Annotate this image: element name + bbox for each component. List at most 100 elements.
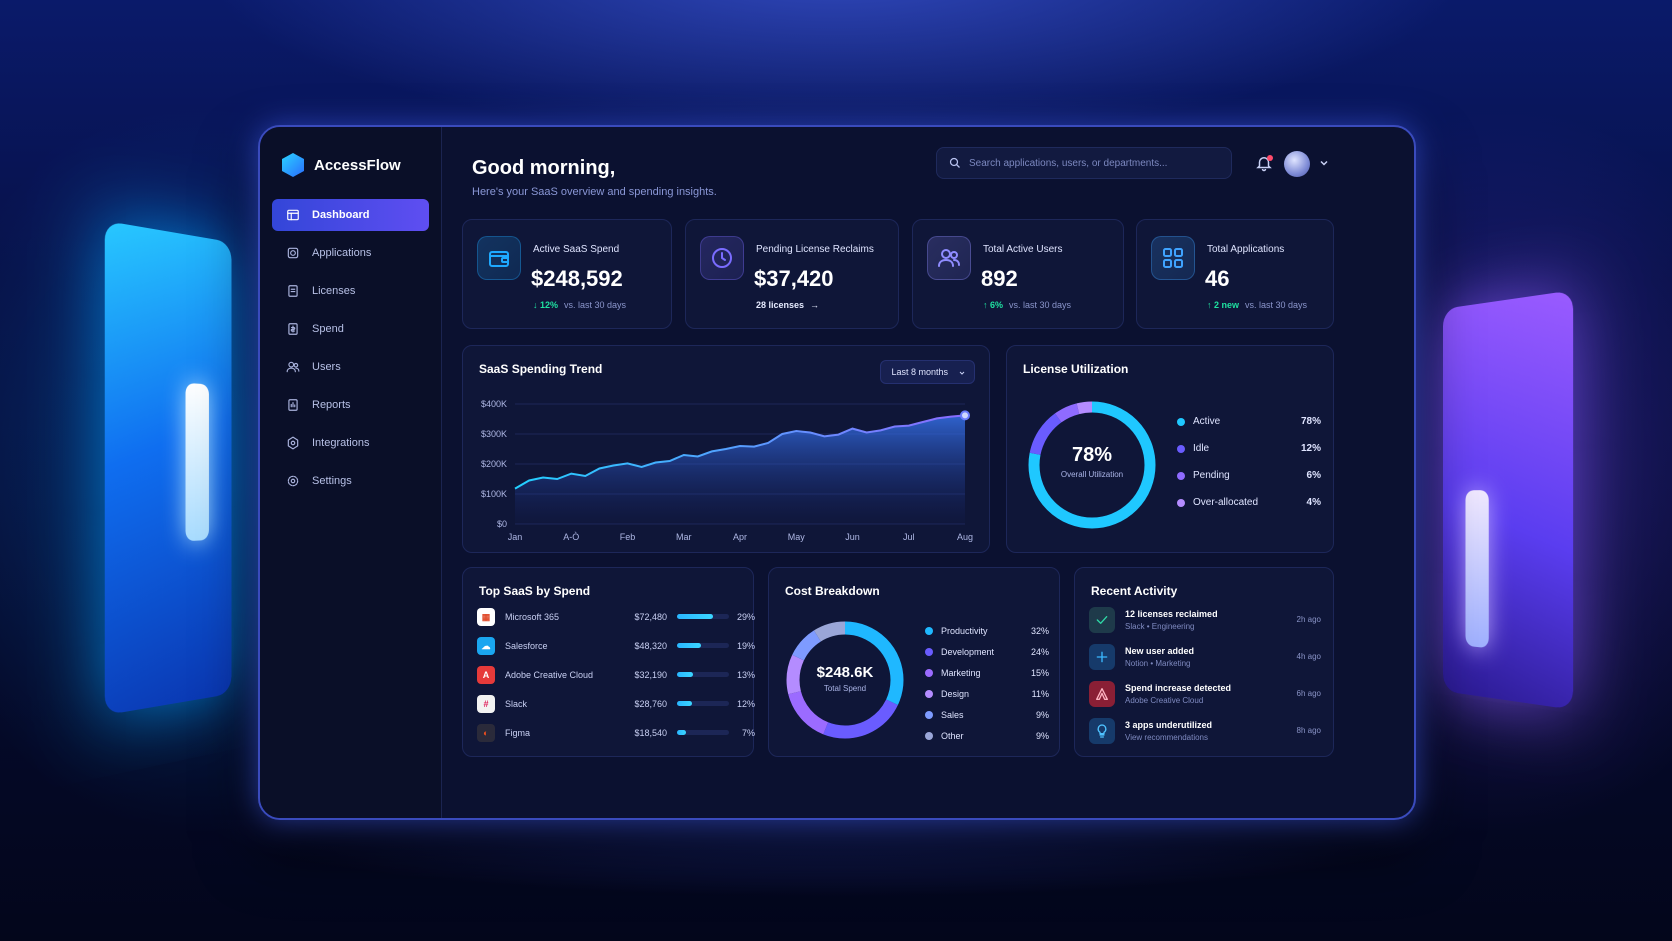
sidebar-item-dashboard[interactable]: Dashboard — [272, 199, 429, 231]
table-row[interactable]: ◐ Figma $18,540 7% — [477, 722, 755, 744]
app-amount: $28,760 — [634, 699, 667, 709]
trend-point — [753, 445, 756, 448]
reports-icon — [288, 399, 298, 411]
sidebar-item-label: Applications — [312, 247, 372, 259]
range-label: Last 8 months — [891, 367, 948, 377]
bell-icon — [1256, 157, 1272, 172]
kpi-card[interactable]: Total Applications 46 ↑ 2 new vs. last 30 d… — [1136, 219, 1334, 329]
activity-title: 12 licenses reclaimed — [1125, 609, 1218, 619]
legend-pct: 6% — [1306, 470, 1321, 481]
spend-bar-fill — [677, 672, 694, 677]
spend-bar-fill — [677, 701, 693, 706]
search-icon — [949, 157, 960, 168]
activity-item[interactable]: 12 licenses reclaimed Slack • Engineering… — [1089, 606, 1321, 636]
kpi-label: Active SaaS Spend — [533, 244, 620, 255]
logo-icon — [282, 153, 304, 177]
activity-time: 6h ago — [1296, 689, 1321, 698]
chevron-down-icon[interactable] — [1318, 157, 1330, 169]
trend-point — [809, 431, 812, 434]
sidebar-item-reports[interactable]: Reports — [272, 389, 429, 421]
licenses-icon — [288, 285, 298, 297]
trend-point — [724, 448, 727, 451]
sidebar-item-spend[interactable]: Spend — [272, 313, 429, 345]
kpi-subtext: 28 licenses → — [756, 300, 819, 310]
trend-point — [668, 460, 671, 463]
legend-pct: 78% — [1300, 416, 1321, 427]
app-logo[interactable]: AccessFlow — [272, 153, 429, 177]
trend-endpoint[interactable] — [960, 410, 970, 421]
kpi-note: vs. last 30 days — [1245, 300, 1308, 310]
app-name: Salesforce — [505, 641, 548, 651]
cost-title: Cost Breakdown — [785, 584, 880, 598]
sidebar-item-integrations[interactable]: Integrations — [272, 427, 429, 459]
trend-point — [584, 475, 587, 478]
range-dropdown[interactable]: Last 8 months — [880, 360, 975, 384]
sidebar-item-applications[interactable]: Applications — [272, 237, 429, 269]
legend-label: Marketing — [941, 668, 981, 678]
sidebar-item-users[interactable]: Users — [272, 351, 429, 383]
trend-point — [612, 464, 615, 467]
legend-label: Idle — [1193, 443, 1210, 454]
x-tick-label: Jan — [508, 532, 523, 542]
trend-point — [739, 445, 742, 448]
arrow-up-icon: ↑ — [1207, 300, 1215, 310]
utilization-segment[interactable] — [1028, 401, 1156, 529]
trend-chart: $0 $100K $200K $300K $400K Jan A-Ò Feb Mar Apr May… — [481, 399, 973, 542]
cost-segment[interactable] — [786, 621, 904, 739]
app-amount: $72,480 — [634, 612, 667, 622]
trend-point — [879, 429, 882, 432]
x-tick-label: Aug — [957, 532, 973, 542]
spend-bar — [677, 614, 729, 619]
activity-item[interactable]: New user added Notion • Marketing 4h ago — [1089, 643, 1321, 673]
sidebar-item-label: Dashboard — [312, 209, 370, 221]
activity-title: New user added — [1125, 646, 1195, 656]
x-tick-label: Apr — [733, 532, 747, 542]
arrow-down-icon: ↓ — [533, 300, 541, 310]
kpi-card[interactable]: Total Active Users 892 ↑ 6% vs. last 30 day… — [912, 219, 1124, 329]
app-amount: $18,540 — [634, 728, 667, 738]
floor-glow — [0, 820, 1672, 941]
cost-legend-item: Productivity 32% — [925, 626, 1049, 636]
table-row[interactable]: ▦ Microsoft 365 $72,480 29% — [477, 606, 755, 628]
cost-segment[interactable] — [786, 621, 904, 739]
trend-point — [710, 450, 713, 453]
cost-legend-item: Other 9% — [925, 731, 1049, 741]
activity-item[interactable]: Spend increase detected Adobe Creative Cl… — [1089, 680, 1321, 710]
notifications-button[interactable] — [1255, 154, 1275, 174]
legend-label: Pending — [1193, 470, 1230, 481]
table-row[interactable]: # Slack $28,760 12% — [477, 693, 755, 715]
cost-center-label: Total Spend — [823, 684, 867, 693]
notification-badge — [1267, 155, 1273, 161]
search-input[interactable] — [969, 157, 1219, 169]
sidebar-item-label: Users — [312, 361, 341, 373]
kpi-delta: 12% — [540, 300, 559, 310]
kpi-value: $248,592 — [531, 266, 623, 291]
kpi-card[interactable]: Active SaaS Spend $248,592 ↓ 12% vs. last 3… — [462, 219, 672, 329]
users-icon — [286, 361, 300, 373]
trend-point — [851, 427, 854, 430]
kpi-subtext: ↑ 2 new vs. last 30 days — [1207, 300, 1307, 310]
integrations-icon — [287, 436, 299, 450]
trend-point — [556, 478, 559, 481]
bulb-icon — [1097, 724, 1107, 738]
cost-segment[interactable] — [786, 621, 904, 739]
legend-label: Development — [941, 647, 995, 657]
y-tick-label: $300K — [481, 429, 507, 439]
avatar[interactable] — [1284, 151, 1310, 177]
search-bar[interactable] — [936, 147, 1232, 179]
app-share: 29% — [736, 612, 755, 622]
trend-point — [865, 431, 868, 434]
kpi-link[interactable]: 28 licenses — [756, 300, 805, 310]
kpi-note: vs. last 30 days — [1009, 300, 1072, 310]
sidebar-item-licenses[interactable]: Licenses — [272, 275, 429, 307]
trend-point — [682, 454, 685, 457]
table-row[interactable]: A Adobe Creative Cloud $32,190 13% — [477, 664, 755, 686]
cost-breakdown-card: Cost Breakdown $248.6K Total Spend Produ… — [768, 567, 1060, 757]
utilization-legend-item: Idle 12% — [1177, 443, 1321, 454]
kpi-card[interactable]: Pending License Reclaims $37,420 28 licens… — [685, 219, 899, 329]
activity-item[interactable]: 3 apps underutilized View recommendations… — [1089, 717, 1321, 747]
sidebar-item-settings[interactable]: Settings — [272, 465, 429, 497]
top-saas-title: Top SaaS by Spend — [479, 584, 591, 598]
trend-point — [767, 442, 770, 445]
table-row[interactable]: ☁ Salesforce $48,320 19% — [477, 635, 755, 657]
